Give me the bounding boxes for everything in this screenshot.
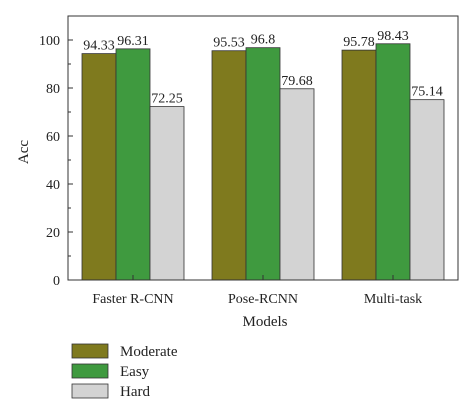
bar-easy-1 [115,48,151,281]
axes-group: 0 20 40 60 80 100 Faster R-CNN Pose-RCNN Multi-t… [39,15,459,307]
data-label: 75.14 [411,85,443,100]
legend-label-hard: Hard [120,384,150,400]
bar-moderate-3 [341,49,377,281]
data-label: 96.31 [117,34,149,49]
y-tick-label: 60 [46,130,60,145]
data-label: 79.68 [281,74,313,89]
y-tick-label: 80 [46,82,60,97]
legend-swatch-easy [71,363,109,379]
bar-easy-3 [375,43,411,281]
data-label: 94.33 [83,39,115,54]
y-tick-label: 0 [53,274,60,289]
data-label: 95.78 [343,35,375,50]
y-tick-label: 20 [46,226,60,241]
data-label: 95.53 [213,36,245,51]
x-tick-label: Faster R-CNN [92,292,173,307]
data-label: 96.8 [251,33,276,48]
y-tick-label: 100 [39,34,60,49]
bar-hard-2 [279,88,315,281]
legend-label-moderate: Moderate [120,344,178,360]
x-tick-label: Pose-RCNN [228,292,298,307]
x-tick-label: Multi-task [364,292,422,307]
data-labels-group: 94.33 96.31 72.25 95.53 96.8 79.68 95.78 98.43 7… [83,29,443,107]
legend-label-easy: Easy [120,364,150,380]
bar-easy-2 [245,47,281,281]
data-label: 98.43 [377,29,409,44]
x-axis-label: Models [243,314,288,330]
bar-moderate-1 [81,53,117,281]
bar-moderate-2 [211,50,247,281]
legend-swatch-hard [71,383,109,399]
bar-hard-3 [409,99,445,281]
y-axis-label: Acc [16,140,32,164]
bar-hard-1 [149,106,185,281]
y-tick-label: 40 [46,178,60,193]
bars-group [81,43,445,281]
legend: Moderate Easy Hard [71,343,178,400]
data-label: 72.25 [151,92,183,107]
legend-swatch-moderate [71,343,109,359]
